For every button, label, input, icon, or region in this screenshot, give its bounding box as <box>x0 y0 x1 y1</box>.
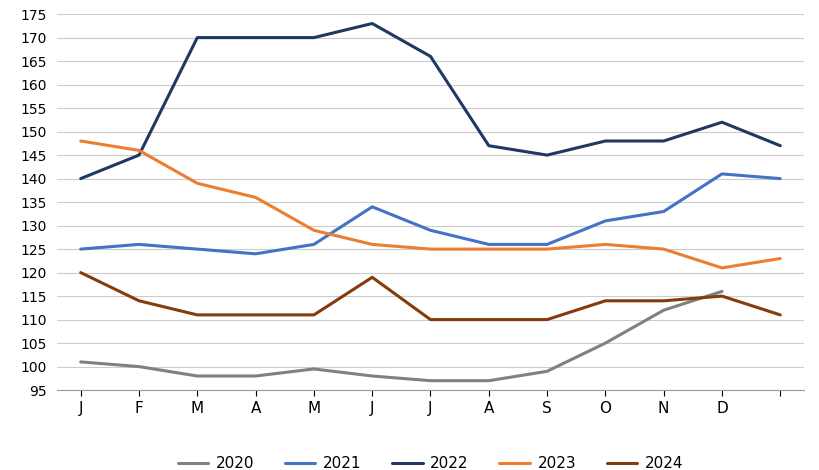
Line: 2022: 2022 <box>80 24 780 179</box>
2023 <box>600 242 609 247</box>
2020 <box>541 368 551 374</box>
2021 <box>425 227 435 233</box>
2023 <box>192 180 202 186</box>
2022 <box>600 138 609 144</box>
2022 <box>367 21 377 26</box>
2021 <box>134 242 144 247</box>
2020 <box>716 289 726 294</box>
2022 <box>75 176 85 181</box>
2021 <box>75 246 85 252</box>
2020 <box>483 378 493 384</box>
2022 <box>483 143 493 149</box>
2023 <box>483 246 493 252</box>
2024 <box>192 312 202 318</box>
2023 <box>541 246 551 252</box>
2024 <box>716 293 726 299</box>
2021 <box>367 204 377 210</box>
2020 <box>600 340 609 346</box>
2022 <box>192 35 202 40</box>
2020 <box>309 366 319 372</box>
2022 <box>541 152 551 158</box>
2024 <box>251 312 260 318</box>
2021 <box>192 246 202 252</box>
2023 <box>775 256 785 261</box>
Line: 2020: 2020 <box>80 291 721 381</box>
2022 <box>658 138 667 144</box>
2023 <box>309 227 319 233</box>
2021 <box>658 209 667 214</box>
2023 <box>658 246 667 252</box>
2021 <box>541 242 551 247</box>
2024 <box>541 317 551 322</box>
2023 <box>716 265 726 271</box>
2021 <box>251 251 260 257</box>
2024 <box>600 298 609 304</box>
2024 <box>309 312 319 318</box>
2021 <box>600 218 609 224</box>
2020 <box>658 307 667 313</box>
2022 <box>716 119 726 125</box>
2023 <box>134 148 144 153</box>
2020 <box>251 373 260 379</box>
2020 <box>192 373 202 379</box>
2024 <box>658 298 667 304</box>
2022 <box>309 35 319 40</box>
2023 <box>251 195 260 200</box>
2020 <box>75 359 85 365</box>
2021 <box>483 242 493 247</box>
2022 <box>134 152 144 158</box>
Line: 2024: 2024 <box>80 273 780 320</box>
Legend: 2020, 2021, 2022, 2023, 2024: 2020, 2021, 2022, 2023, 2024 <box>171 450 689 470</box>
2023 <box>75 138 85 144</box>
2024 <box>483 317 493 322</box>
2021 <box>775 176 785 181</box>
2022 <box>775 143 785 149</box>
2024 <box>775 312 785 318</box>
2024 <box>425 317 435 322</box>
2024 <box>134 298 144 304</box>
2020 <box>367 373 377 379</box>
Line: 2021: 2021 <box>80 174 780 254</box>
Line: 2023: 2023 <box>80 141 780 268</box>
2023 <box>425 246 435 252</box>
2021 <box>309 242 319 247</box>
2022 <box>251 35 260 40</box>
2020 <box>134 364 144 369</box>
2020 <box>425 378 435 384</box>
2021 <box>716 171 726 177</box>
2024 <box>75 270 85 275</box>
2022 <box>425 54 435 59</box>
2024 <box>367 274 377 280</box>
2023 <box>367 242 377 247</box>
